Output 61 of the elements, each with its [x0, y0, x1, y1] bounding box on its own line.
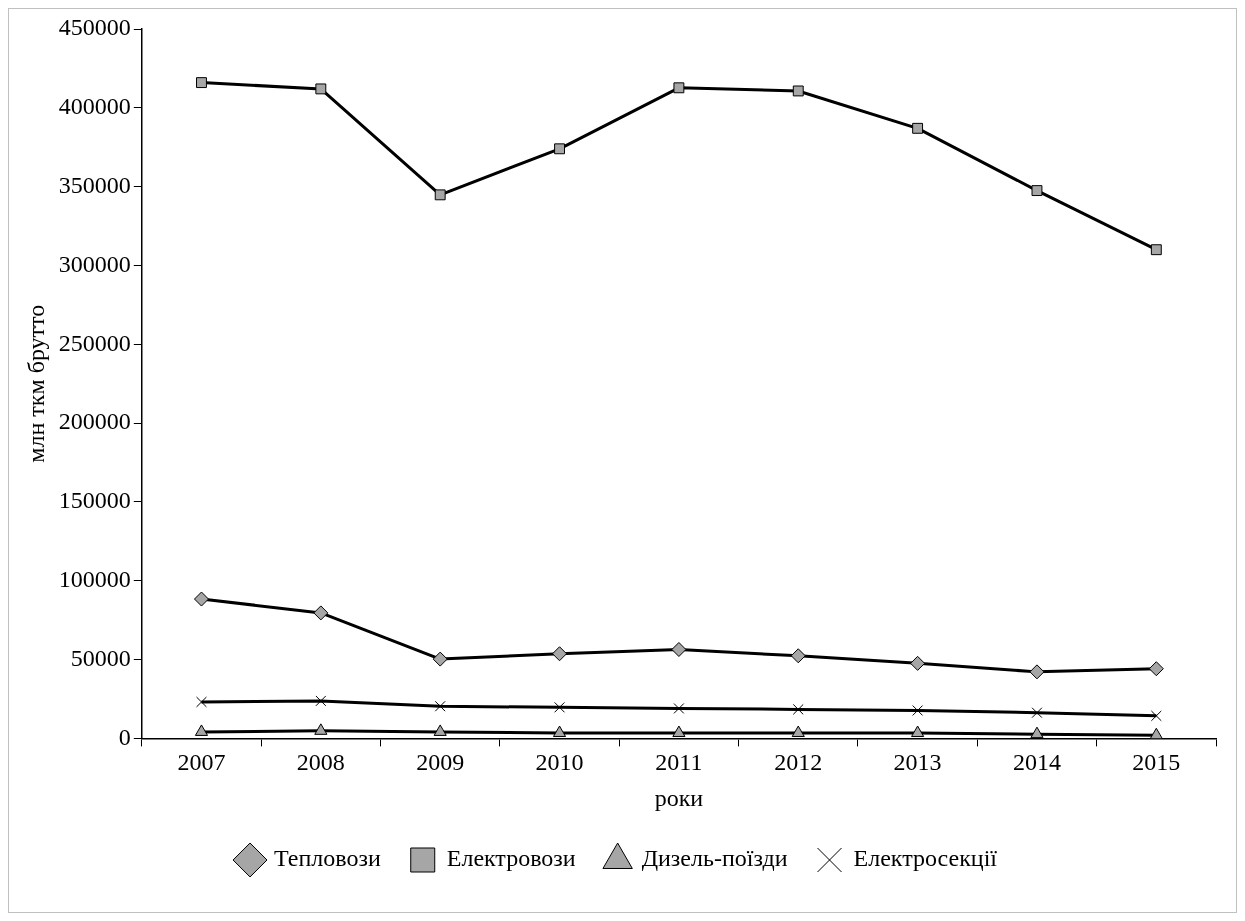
point [196, 77, 207, 89]
point [1150, 244, 1162, 256]
point [1030, 726, 1044, 739]
y-tick-label: 450000 [58, 14, 131, 41]
y-tick-label: 350000 [58, 171, 131, 198]
x-axis-title: роки [654, 784, 704, 811]
y-tick-label: 200000 [58, 408, 131, 435]
point [552, 725, 567, 738]
point [673, 703, 685, 714]
point [315, 83, 327, 95]
point [912, 122, 924, 134]
point [792, 703, 804, 715]
point [434, 189, 446, 201]
y-tick-label: 50000 [70, 644, 131, 671]
point [911, 725, 925, 738]
x-tick-label: 2015 [1132, 749, 1181, 776]
point [1148, 661, 1164, 677]
point [1031, 707, 1043, 719]
y-tick-label: 300000 [58, 250, 131, 277]
x-tick-label: 2008 [296, 749, 345, 776]
legend-label: Тепловози [274, 845, 381, 872]
point [196, 696, 207, 708]
point [315, 695, 327, 707]
point [552, 646, 568, 662]
point [313, 605, 329, 621]
y-tick-label: 150000 [58, 487, 131, 514]
x-tick-label: 2011 [655, 749, 703, 776]
point [792, 85, 804, 97]
point [791, 725, 805, 738]
legend-label: Електровози [446, 845, 576, 872]
y-tick-label: 100000 [58, 566, 131, 593]
legend-label: Дизель-поїзди [641, 845, 788, 872]
point [671, 641, 687, 657]
point [910, 655, 926, 671]
x-tick-label: 2013 [893, 749, 942, 776]
x-tick-label: 2014 [1012, 749, 1061, 776]
point [1031, 185, 1043, 197]
y-tick-label: 250000 [58, 329, 131, 356]
x-tick-label: 2012 [774, 749, 823, 776]
point [194, 724, 209, 736]
point [912, 705, 924, 716]
x-tick-label: 2007 [177, 749, 226, 776]
y-tick-label: 0 [118, 723, 131, 750]
x-tick-label: 2009 [416, 749, 465, 776]
y-tick-label: 400000 [58, 93, 131, 120]
point [193, 591, 209, 607]
x-tick-label: 2010 [535, 749, 584, 776]
point [790, 648, 806, 664]
point [434, 700, 446, 712]
point [554, 701, 565, 713]
y-axis-title: млн ткм брутто [22, 304, 49, 463]
point [1150, 710, 1162, 722]
point [673, 82, 685, 94]
point [433, 724, 447, 736]
point [672, 725, 686, 738]
point [314, 723, 328, 735]
legend-label: Електросекції [853, 845, 998, 872]
point [554, 143, 565, 155]
point [1029, 664, 1045, 680]
point [1149, 727, 1163, 739]
point [432, 651, 448, 667]
